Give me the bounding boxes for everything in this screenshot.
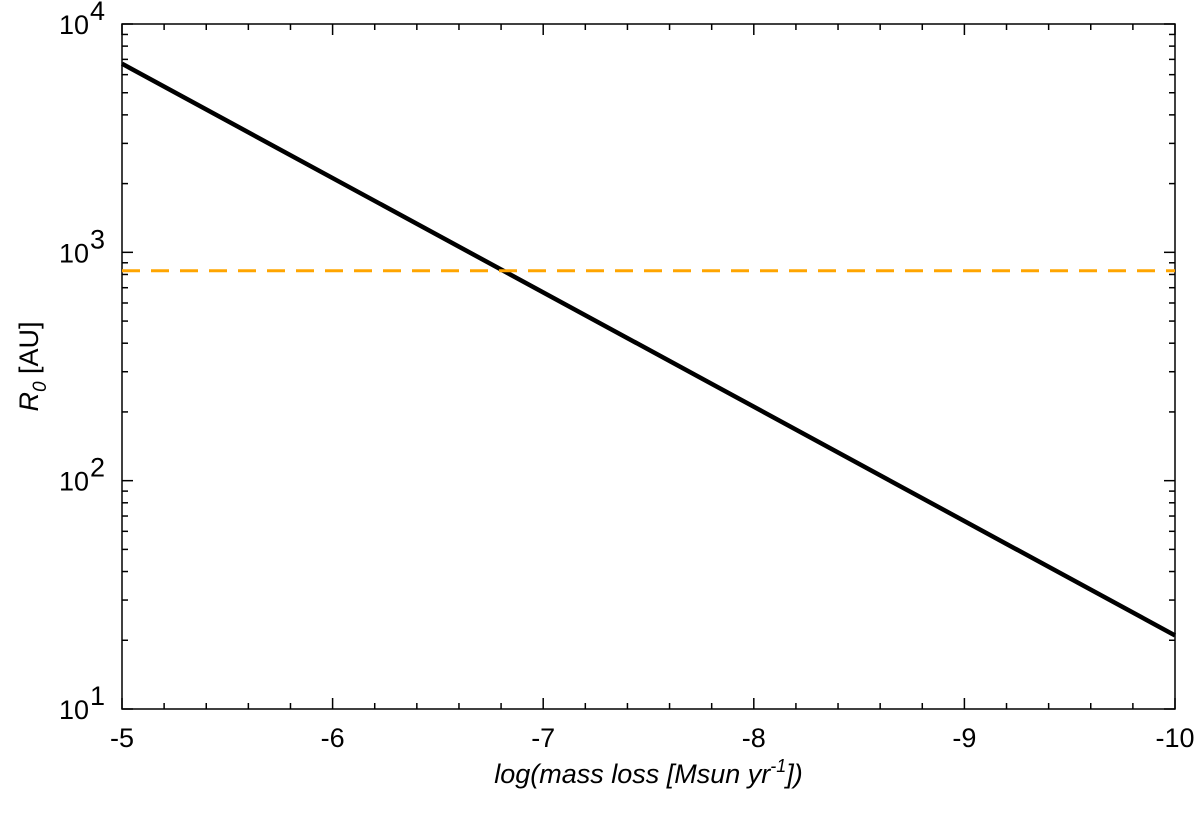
- y-tick-exponent: 1: [90, 681, 105, 711]
- x-tick-label: -8: [742, 723, 766, 753]
- y-tick-label: 10: [59, 695, 89, 725]
- x-tick-label: -7: [531, 723, 555, 753]
- plot-area: [121, 23, 1176, 710]
- y-tick-exponent: 2: [90, 453, 105, 483]
- x-axis-title: log(mass loss [Msun yr-1]): [494, 756, 803, 789]
- series-layer: [120, 61, 1177, 638]
- x-tick-label: -6: [321, 723, 345, 753]
- y-tick-label: 10: [59, 238, 89, 268]
- y-tick-exponent: 3: [90, 224, 105, 254]
- y-tick-label: 10: [59, 10, 89, 40]
- x-tick-label: -9: [952, 723, 976, 753]
- x-tick-label: -10: [1155, 723, 1194, 753]
- plot-frame: [121, 23, 1176, 710]
- y-axis-title: R0 [AU]: [14, 321, 51, 411]
- y-tick-label: 10: [59, 467, 89, 497]
- series-line-0: [120, 61, 1177, 638]
- x-tick-label: -5: [110, 723, 134, 753]
- y-tick-exponent: 4: [90, 0, 105, 26]
- axis-titles: log(mass loss [Msun yr-1]) R0 [AU]: [14, 321, 803, 789]
- ticks-layer: [121, 23, 1176, 710]
